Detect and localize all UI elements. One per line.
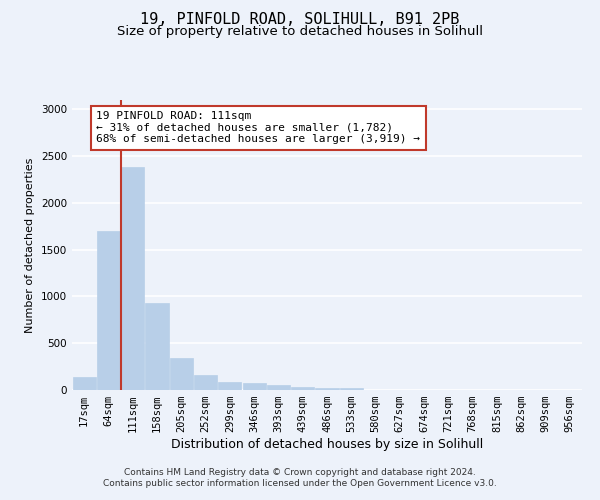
Bar — [316, 388, 338, 390]
Bar — [242, 384, 266, 390]
Text: 19, PINFOLD ROAD, SOLIHULL, B91 2PB: 19, PINFOLD ROAD, SOLIHULL, B91 2PB — [140, 12, 460, 28]
Bar — [145, 303, 169, 390]
Bar — [340, 388, 363, 390]
Text: Size of property relative to detached houses in Solihull: Size of property relative to detached ho… — [117, 25, 483, 38]
Bar — [170, 358, 193, 390]
X-axis label: Distribution of detached houses by size in Solihull: Distribution of detached houses by size … — [171, 438, 483, 451]
Bar — [267, 386, 290, 390]
Y-axis label: Number of detached properties: Number of detached properties — [25, 158, 35, 332]
Bar — [97, 231, 120, 390]
Bar — [291, 387, 314, 390]
Bar — [194, 375, 217, 390]
Text: Contains HM Land Registry data © Crown copyright and database right 2024.
Contai: Contains HM Land Registry data © Crown c… — [103, 468, 497, 487]
Bar — [218, 382, 241, 390]
Bar — [121, 168, 144, 390]
Bar — [73, 377, 95, 390]
Text: 19 PINFOLD ROAD: 111sqm
← 31% of detached houses are smaller (1,782)
68% of semi: 19 PINFOLD ROAD: 111sqm ← 31% of detache… — [96, 111, 420, 144]
